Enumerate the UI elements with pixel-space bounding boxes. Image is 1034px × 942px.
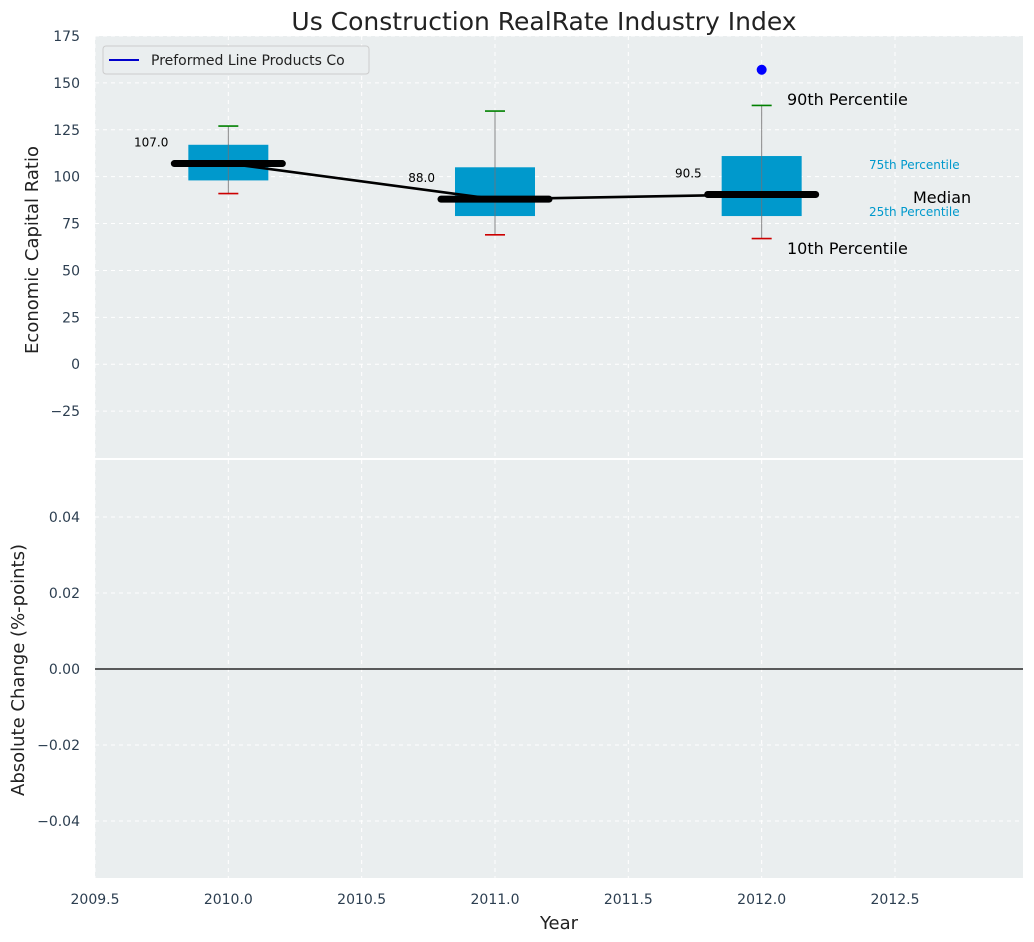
y-tick-label-bottom: 0.02 [49, 586, 80, 602]
y-tick-label-top: 50 [62, 263, 80, 279]
annotation-90th: 90th Percentile [787, 90, 908, 109]
legend-box [102, 45, 370, 75]
x-ticks: 2009.5 2010.0 2010.5 2011.0 2011.5 2012.0 2012… [71, 892, 920, 908]
x-axis-label: Year [539, 913, 579, 934]
annotation-25th: 25th Percentile [869, 205, 960, 219]
x-tick-label: 2010.5 [337, 892, 386, 908]
x-tick-label: 2012.0 [737, 892, 786, 908]
x-tick-label: 2009.5 [71, 892, 120, 908]
y-tick-label-bottom: −0.04 [37, 814, 80, 830]
top-y-ticks: −25 0 25 50 75 100 125 150 175 [50, 29, 80, 420]
legend-entry-label: Preformed Line Products Co [151, 53, 345, 69]
median-data-label: 90.5 [675, 166, 702, 180]
y-tick-label-top: 150 [53, 76, 80, 92]
x-tick-label: 2011.5 [604, 892, 653, 908]
annotation-median: Median [913, 188, 971, 207]
top-gridlines [94, 35, 1023, 458]
y-tick-label-bottom: 0.00 [49, 662, 80, 678]
bottom-y-ticks: 0.04 0.02 0.00 −0.02 −0.04 [37, 510, 80, 830]
x-tick-label: 2011.0 [471, 892, 520, 908]
top-annotations: 90th Percentile 75th Percentile Median25th… [787, 90, 971, 258]
bottom-plot-panel: 0.04 0.02 0.00 −0.02 −0.04 [37, 460, 1023, 878]
company-data-point [756, 64, 767, 75]
y-tick-label-top: 125 [53, 123, 80, 139]
top-plot-background [95, 36, 1023, 458]
x-tick-label: 2010.0 [204, 892, 253, 908]
chart-title: Us Construction RealRate Industry Index [291, 7, 796, 36]
median-trend-line [228, 162, 762, 201]
y-tick-label-bottom: 0.04 [49, 510, 80, 526]
y-axis-label-bottom: Absolute Change (%-points) [8, 544, 29, 796]
y-axis-label-top: Economic Capital Ratio [22, 146, 43, 354]
annotation-75th: 75th Percentile [869, 158, 960, 172]
top-boxes: 107.0 88.0 90.5 [134, 64, 820, 240]
x-tick-label: 2012.5 [871, 892, 920, 908]
legend: Preformed Line Products Co [102, 45, 370, 75]
y-tick-label-top: 100 [53, 170, 80, 186]
y-tick-label-bottom: −0.02 [37, 738, 80, 754]
annotation-10th: 10th Percentile [787, 239, 908, 258]
y-tick-label-top: 0 [71, 357, 80, 373]
y-tick-label-top: −25 [50, 404, 80, 420]
median-data-label: 88.0 [408, 171, 435, 185]
y-tick-label-top: 75 [62, 217, 80, 233]
y-tick-label-top: 25 [62, 310, 80, 326]
y-tick-label-top: 175 [53, 29, 80, 45]
median-data-label: 107.0 [134, 136, 168, 150]
top-plot-panel: −25 0 25 50 75 100 125 150 175 107.0 88.0 90.5 90t… [50, 29, 1023, 458]
